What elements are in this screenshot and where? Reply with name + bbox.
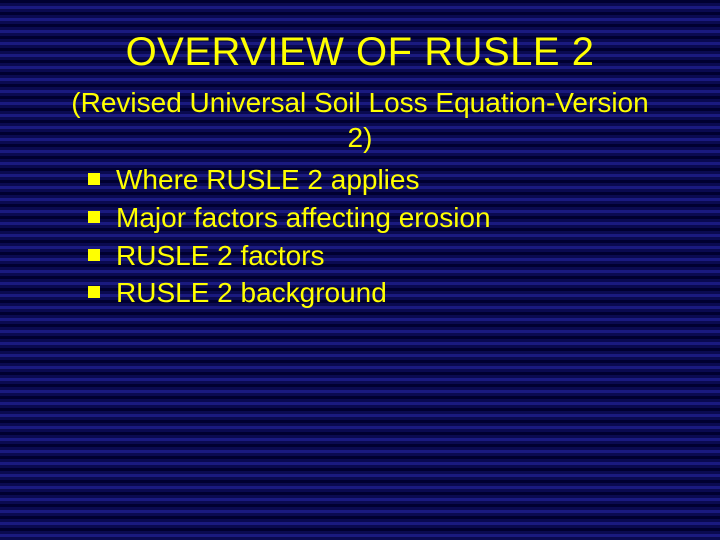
slide-title: OVERVIEW OF RUSLE 2: [90, 30, 630, 75]
list-item: Major factors affecting erosion: [88, 199, 670, 237]
bullet-list: Where RUSLE 2 applies Major factors affe…: [88, 161, 670, 312]
slide-subtitle: (Revised Universal Soil Loss Equation-Ve…: [60, 85, 660, 155]
list-item: RUSLE 2 background: [88, 274, 670, 312]
slide-content: OVERVIEW OF RUSLE 2 (Revised Universal S…: [0, 0, 720, 540]
list-item: RUSLE 2 factors: [88, 237, 670, 275]
list-item: Where RUSLE 2 applies: [88, 161, 670, 199]
